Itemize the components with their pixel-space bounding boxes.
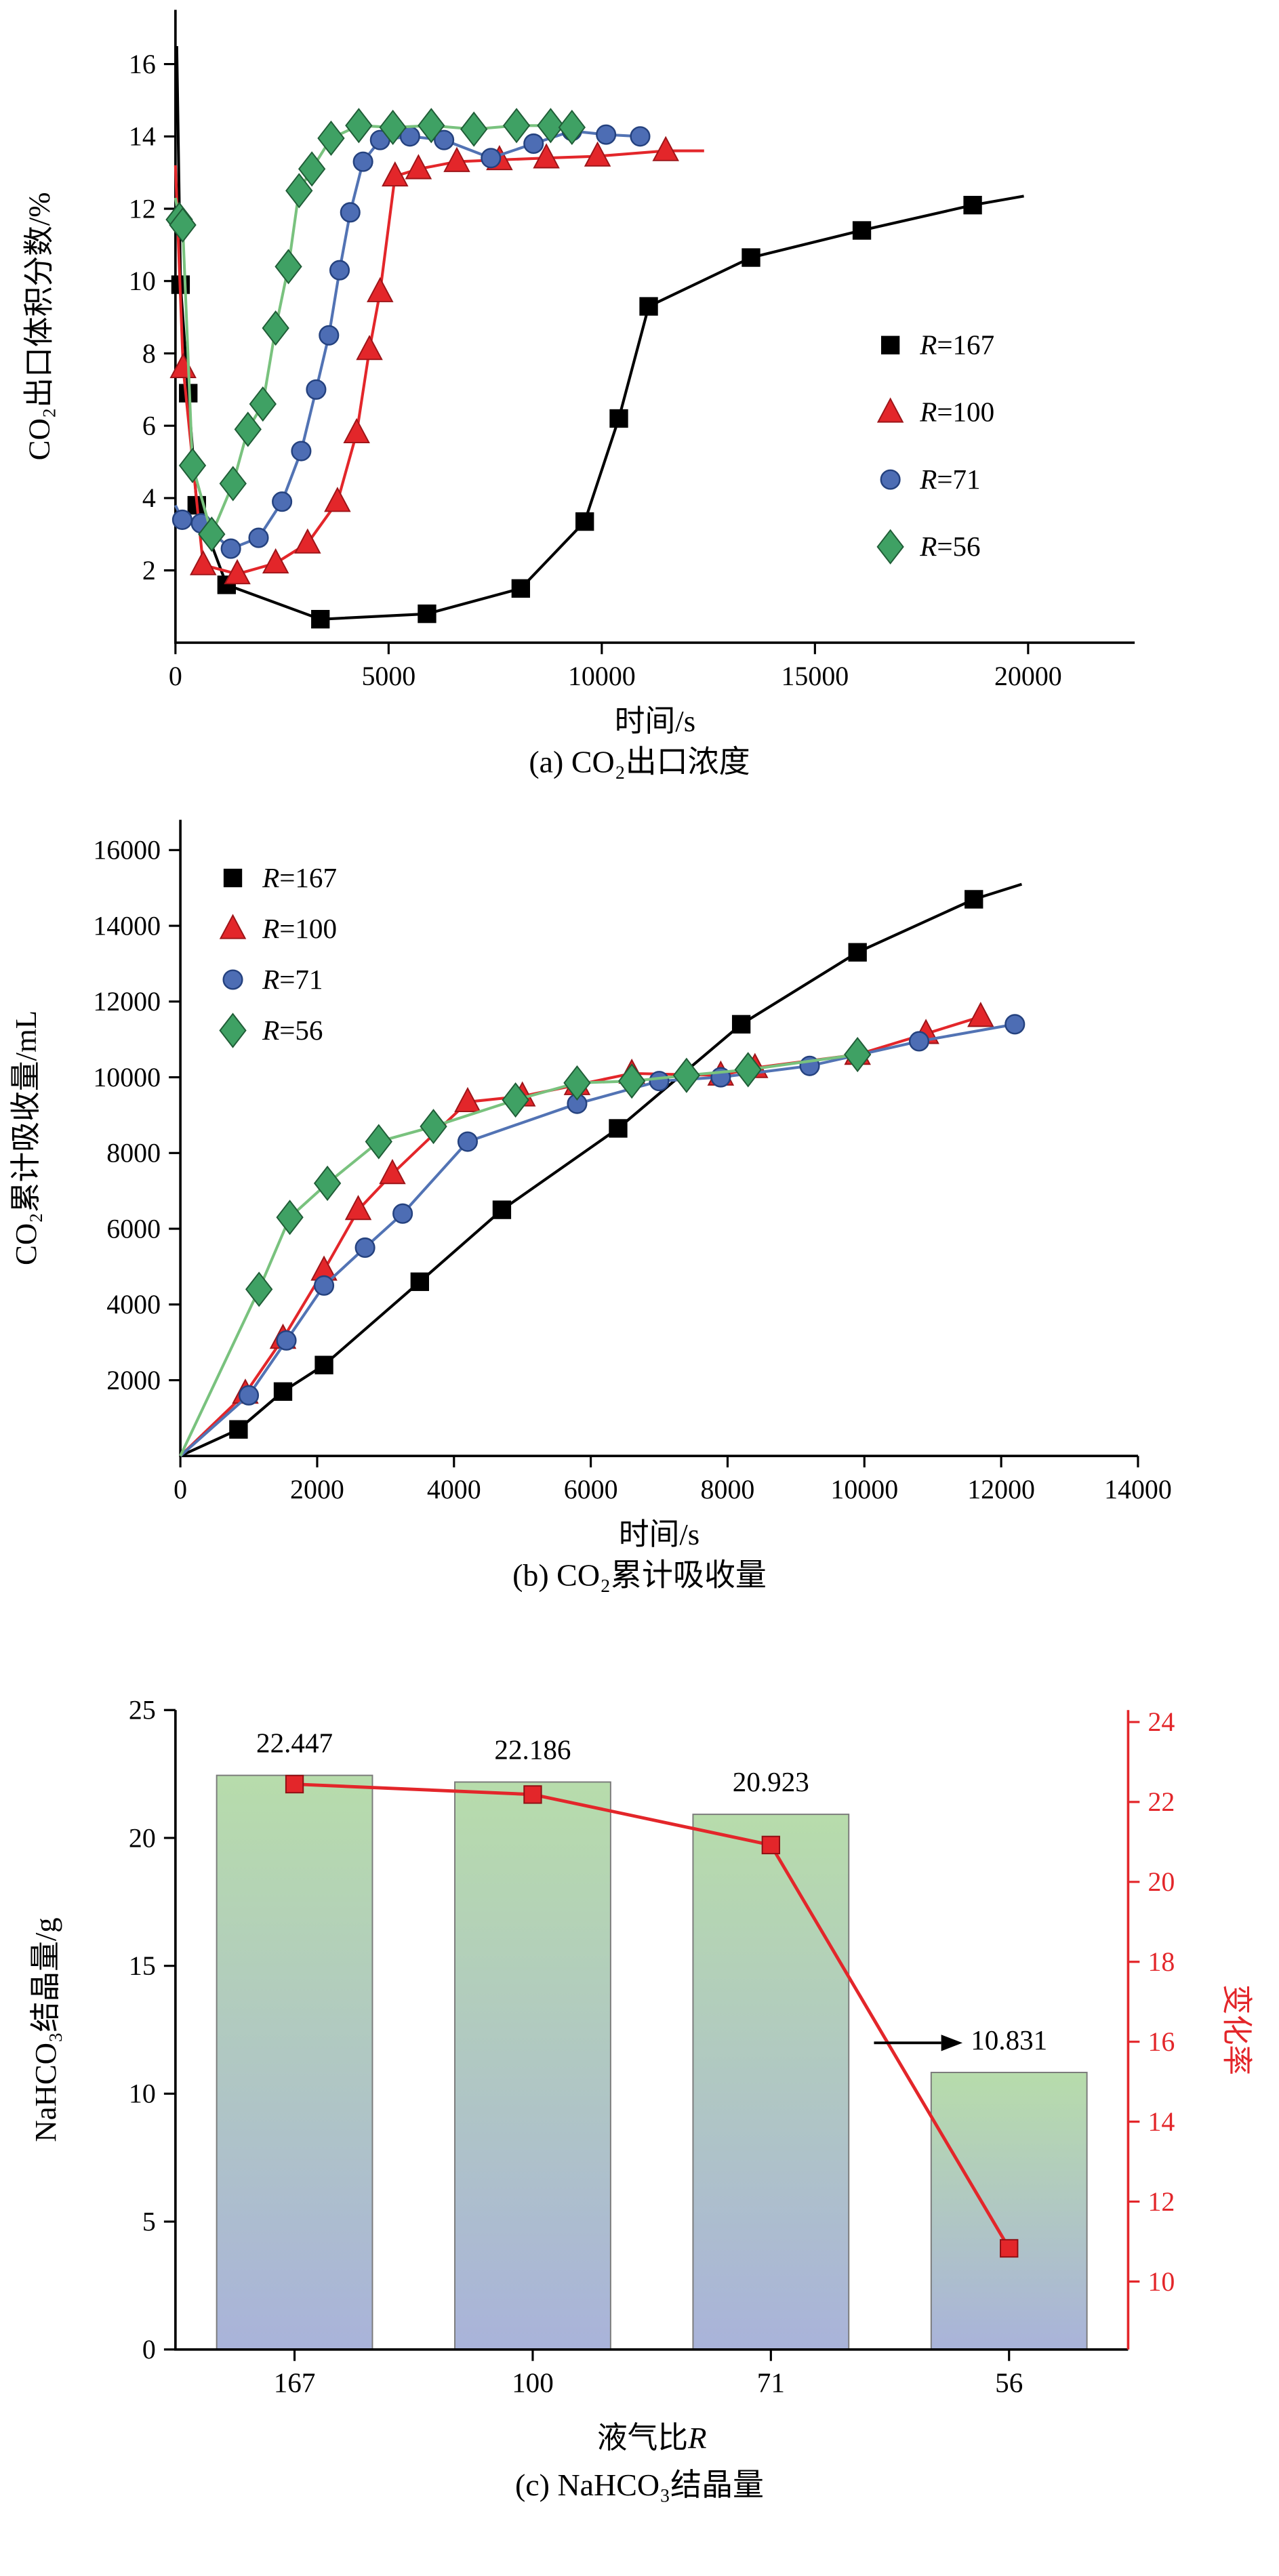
svg-text:100: 100 [512, 2367, 554, 2398]
svg-text:时间/s: 时间/s [619, 1517, 699, 1551]
svg-text:20: 20 [1148, 1866, 1175, 1897]
svg-text:2000: 2000 [290, 1474, 344, 1505]
series-r-100 [169, 136, 704, 585]
svg-text:R=71: R=71 [919, 464, 980, 495]
svg-text:R=100: R=100 [262, 913, 337, 944]
svg-text:0: 0 [169, 661, 182, 691]
svg-text:56: 56 [995, 2367, 1023, 2398]
svg-text:R=167: R=167 [919, 329, 994, 361]
svg-text:14: 14 [129, 121, 156, 152]
series-r-56 [165, 108, 586, 552]
svg-text:71: 71 [757, 2367, 785, 2398]
svg-text:20: 20 [129, 1822, 156, 1853]
series-r-71 [171, 121, 651, 559]
svg-text:6: 6 [142, 410, 156, 441]
chart-a-caption: (a) CO₂出口浓度 [529, 745, 750, 781]
svg-text:R=100: R=100 [919, 396, 994, 428]
chart-a-canvas: 0 5000 10000 15000 20000 2 4 6 8 10 12 14 16 时间/s CO₂出… [22, 9, 1135, 738]
svg-text:10000: 10000 [830, 1474, 898, 1505]
svg-text:14000: 14000 [93, 910, 161, 941]
annotation-arrow [874, 2035, 963, 2051]
svg-text:液气比R: 液气比R [597, 2421, 707, 2455]
svg-text:10: 10 [1148, 2266, 1175, 2297]
svg-text:5000: 5000 [361, 661, 415, 691]
svg-text:10000: 10000 [568, 661, 636, 691]
svg-text:8000: 8000 [701, 1474, 755, 1505]
svg-text:14000: 14000 [1104, 1474, 1172, 1505]
svg-text:8: 8 [142, 338, 156, 369]
axis-titles: 液气比R NaHCO₃结晶量/g 变化率 [28, 1917, 1253, 2455]
svg-text:2000: 2000 [106, 1365, 161, 1395]
svg-text:时间/s: 时间/s [615, 704, 695, 738]
axis-titles: 时间/s CO₂出口体积分数/% [22, 192, 696, 738]
bar [692, 1814, 850, 2350]
axes: 0 2000 4000 6000 8000 10000 12000 14000 2000 4000… [93, 819, 1172, 1505]
svg-text:12000: 12000 [93, 986, 161, 1017]
svg-text:15: 15 [129, 1950, 156, 1981]
svg-text:16: 16 [129, 49, 156, 79]
chart-b: 0 2000 4000 6000 8000 10000 12000 14000 2000 4000… [0, 797, 1279, 1597]
bar [216, 1774, 373, 2350]
svg-text:25: 25 [129, 1695, 156, 1725]
svg-text:4000: 4000 [427, 1474, 481, 1505]
svg-text:24: 24 [1148, 1706, 1175, 1737]
legend: R=167 R=100 R=71 R=56 [219, 862, 337, 1048]
svg-text:CO₂出口体积分数/%: CO₂出口体积分数/% [22, 192, 56, 460]
series-r-56 [179, 1036, 872, 1457]
svg-text:15000: 15000 [781, 661, 849, 691]
svg-text:8000: 8000 [106, 1138, 161, 1168]
svg-text:22.447: 22.447 [256, 1727, 333, 1759]
chart-c: 0 5 10 15 20 25 167 100 71 56 10 12 14 16 18 20 22 24 液气比R… [0, 1620, 1279, 2507]
chart-a: 0 5000 10000 15000 20000 2 4 6 8 10 12 14 16 时间/s CO₂出… [0, 0, 1279, 783]
series-r-100 [179, 1002, 994, 1457]
svg-text:变化率: 变化率 [1220, 1984, 1254, 2075]
legend: R=167 R=100 R=71 R=56 [876, 329, 994, 565]
series-r-167 [180, 882, 1023, 1458]
svg-text:NaHCO₃结晶量/g: NaHCO₃结晶量/g [28, 1917, 62, 2142]
svg-text:6000: 6000 [564, 1474, 618, 1505]
svg-text:12: 12 [1148, 2186, 1175, 2217]
left-bottom-axes: 0 5 10 15 20 25 167 100 71 56 [129, 1695, 1129, 2398]
svg-text:18: 18 [1148, 1946, 1175, 1977]
svg-text:10.831: 10.831 [971, 2024, 1047, 2056]
svg-text:0: 0 [174, 1474, 187, 1505]
chart-c-canvas: 0 5 10 15 20 25 167 100 71 56 10 12 14 16 18 20 22 24 液气比R… [28, 1695, 1253, 2455]
bar-value-labels: 22.447 22.186 20.923 10.831 [256, 1727, 1047, 2056]
svg-text:R=56: R=56 [262, 1015, 323, 1046]
svg-text:0: 0 [142, 2334, 156, 2365]
svg-text:20000: 20000 [994, 661, 1062, 691]
svg-text:CO₂累计吸收量/mL: CO₂累计吸收量/mL [9, 1010, 43, 1265]
svg-text:5: 5 [142, 2206, 156, 2236]
svg-text:12: 12 [129, 193, 156, 224]
rate-line [285, 1774, 1019, 2258]
svg-text:22.186: 22.186 [494, 1734, 571, 1765]
svg-text:20.923: 20.923 [733, 1766, 809, 1797]
svg-text:R=167: R=167 [262, 862, 337, 893]
svg-text:2: 2 [142, 555, 156, 586]
svg-text:6000: 6000 [106, 1213, 161, 1244]
svg-text:R=56: R=56 [919, 531, 980, 562]
svg-text:16000: 16000 [93, 835, 161, 865]
axis-titles: 时间/s CO₂累计吸收量/mL [9, 1010, 699, 1551]
svg-text:4: 4 [142, 483, 156, 513]
svg-text:14: 14 [1148, 2106, 1175, 2137]
svg-text:22: 22 [1148, 1786, 1175, 1817]
chart-b-caption: (b) CO₂累计吸收量 [512, 1559, 767, 1594]
svg-text:4000: 4000 [106, 1289, 161, 1320]
svg-text:10000: 10000 [93, 1062, 161, 1092]
svg-text:R=71: R=71 [262, 964, 323, 995]
right-axis: 10 12 14 16 18 20 22 24 [1126, 1706, 1175, 2350]
chart-c-caption: (c) NaHCO₃结晶量 [514, 2469, 765, 2504]
svg-text:12000: 12000 [967, 1474, 1035, 1505]
axes: 0 5000 10000 15000 20000 2 4 6 8 10 12 14 16 [129, 9, 1135, 691]
chart-b-canvas: 0 2000 4000 6000 8000 10000 12000 14000 2000 4000… [9, 819, 1172, 1551]
bar [930, 2072, 1088, 2350]
svg-text:10: 10 [129, 2079, 156, 2109]
svg-text:10: 10 [129, 266, 156, 296]
bar [454, 1781, 611, 2350]
svg-text:167: 167 [274, 2367, 316, 2398]
svg-text:16: 16 [1148, 2026, 1175, 2057]
bars [216, 1774, 1088, 2350]
